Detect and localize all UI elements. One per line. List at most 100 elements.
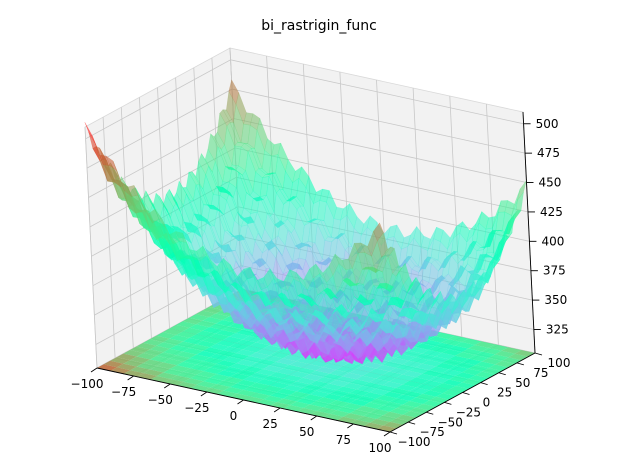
floor-projection-patch (402, 350, 423, 358)
floor-projection-patch (190, 384, 211, 392)
x-tick-label: −50 (148, 393, 173, 407)
floor-projection-patch (455, 342, 476, 349)
floor-projection-patch (343, 413, 364, 420)
floor-projection-patch (110, 357, 131, 364)
floor-projection-patch (436, 393, 456, 400)
surface-patch (437, 300, 449, 314)
floor-projection-patch (402, 401, 423, 408)
floor-projection-patch (376, 405, 397, 412)
floor-projection-patch (203, 377, 224, 385)
floor-projection-patch (428, 336, 449, 343)
floor-projection-patch (249, 372, 270, 380)
floor-projection-patch (389, 367, 410, 375)
floor-projection-patch (349, 379, 370, 386)
floor-projection-patch (289, 371, 310, 378)
floor-projection-patch (210, 374, 230, 381)
floor-projection-patch (236, 349, 257, 356)
floor-projection-patch (209, 363, 230, 371)
floor-projection-patch (163, 379, 184, 386)
floor-projection-patch (209, 343, 230, 351)
floor-projection-patch (322, 373, 343, 380)
floor-projection-patch (143, 339, 163, 346)
floor-projection-patch (223, 366, 244, 374)
floor-projection-patch (322, 363, 343, 370)
floor-projection-patch (202, 337, 223, 344)
floor-projection-patch (362, 382, 383, 389)
floor-projection-patch (123, 350, 144, 357)
y-tick-label: −75 (419, 425, 444, 439)
floor-projection-patch (163, 358, 184, 366)
floor-projection-patch (409, 357, 429, 364)
floor-projection-patch (323, 393, 343, 401)
floor-projection-patch (183, 368, 204, 375)
floor-projection-patch (116, 353, 137, 361)
floor-projection-patch (203, 357, 223, 364)
floor-projection-patch (263, 395, 284, 403)
floor-projection-patch (143, 369, 164, 376)
floor-projection-patch (183, 337, 203, 345)
floor-projection-patch (422, 400, 443, 407)
floor-projection-patch (236, 359, 257, 367)
floor-projection-patch (461, 338, 482, 345)
floor-projection-patch (402, 370, 423, 378)
floor-projection-patch (223, 356, 243, 364)
floor-projection-patch (370, 419, 390, 426)
y-tick-label: −100 (398, 435, 431, 449)
floor-projection-patch (276, 368, 297, 375)
floor-projection-patch (276, 378, 297, 385)
floor-projection-patch (481, 347, 502, 355)
floor-projection-patch (289, 361, 310, 368)
floor-projection-patch (229, 353, 250, 360)
y-tick-mark (534, 352, 543, 356)
floor-projection-patch (216, 380, 237, 387)
floor-projection-patch (203, 387, 224, 395)
floor-projection-patch (136, 353, 157, 360)
y-tick-mark (480, 382, 488, 386)
floor-projection-patch (356, 395, 377, 403)
floor-projection-patch (216, 360, 237, 367)
floor-projection-patch (428, 356, 449, 363)
z-tick-label: 400 (541, 234, 564, 248)
floor-projection-patch (382, 371, 403, 378)
floor-projection-patch (137, 373, 157, 380)
floor-projection-patch (103, 360, 124, 368)
y-tick-label: −25 (456, 405, 481, 419)
floor-projection-patch (262, 345, 283, 352)
floor-projection-patch (442, 389, 463, 397)
floor-projection-patch (356, 365, 376, 373)
floor-projection-patch (262, 355, 283, 362)
floor-projection-patch (236, 379, 257, 387)
floor-projection-patch (202, 317, 223, 324)
floor-projection-patch (243, 386, 264, 393)
floor-projection-patch (223, 376, 244, 384)
floor-projection-patch (402, 380, 423, 388)
floor-projection-patch (223, 387, 244, 394)
floor-projection-patch (329, 400, 350, 407)
floor-projection-patch (482, 358, 502, 365)
floor-projection-patch (210, 384, 230, 391)
floor-projection-patch (409, 397, 430, 404)
floor-projection-patch (190, 374, 210, 382)
floor-projection-patch (422, 360, 443, 367)
floor-projection-patch (136, 342, 157, 350)
floor-projection-patch (309, 380, 330, 388)
floor-projection-patch (336, 406, 357, 414)
floor-projection-patch (256, 348, 276, 356)
floor-projection-patch (448, 355, 469, 363)
floor-projection-patch (442, 359, 463, 366)
floor-projection-patch (382, 381, 403, 388)
floor-projection-patch (356, 385, 377, 393)
floor-projection-patch (222, 346, 243, 354)
floor-projection-patch (136, 363, 157, 370)
y-tick-label: −50 (438, 415, 463, 429)
floor-projection-patch (342, 372, 363, 380)
floor-projection-patch (349, 409, 370, 417)
floor-projection-patch (329, 359, 350, 367)
floor-projection-patch (242, 346, 263, 353)
floor-projection-patch (169, 335, 190, 342)
floor-projection-patch (256, 399, 277, 406)
floor-projection-patch (342, 362, 363, 370)
floor-projection-patch (163, 368, 184, 376)
floor-projection-patch (383, 411, 403, 419)
floor-projection-patch (269, 372, 290, 379)
